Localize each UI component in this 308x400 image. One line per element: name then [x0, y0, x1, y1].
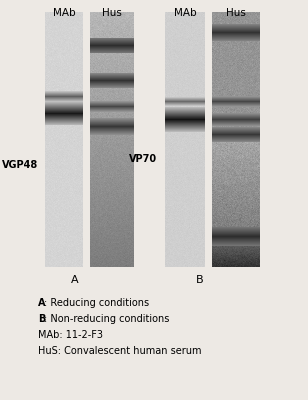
- Text: MAb: MAb: [174, 8, 196, 18]
- Text: A: A: [71, 275, 79, 285]
- Text: : Non-reducing conditions: : Non-reducing conditions: [44, 314, 170, 324]
- Text: MAb: MAb: [53, 8, 75, 18]
- Text: : Reducing conditions: : Reducing conditions: [44, 298, 150, 308]
- Text: VGP48: VGP48: [2, 160, 38, 170]
- Text: MAb: 11-2-F3: MAb: 11-2-F3: [38, 330, 103, 340]
- Text: Hus: Hus: [226, 8, 246, 18]
- Text: B: B: [38, 314, 45, 324]
- Text: Hus: Hus: [102, 8, 122, 18]
- Text: VP70: VP70: [129, 154, 157, 164]
- Text: HuS: Convalescent human serum: HuS: Convalescent human serum: [38, 346, 201, 356]
- Text: A: A: [38, 298, 46, 308]
- Text: B: B: [196, 275, 204, 285]
